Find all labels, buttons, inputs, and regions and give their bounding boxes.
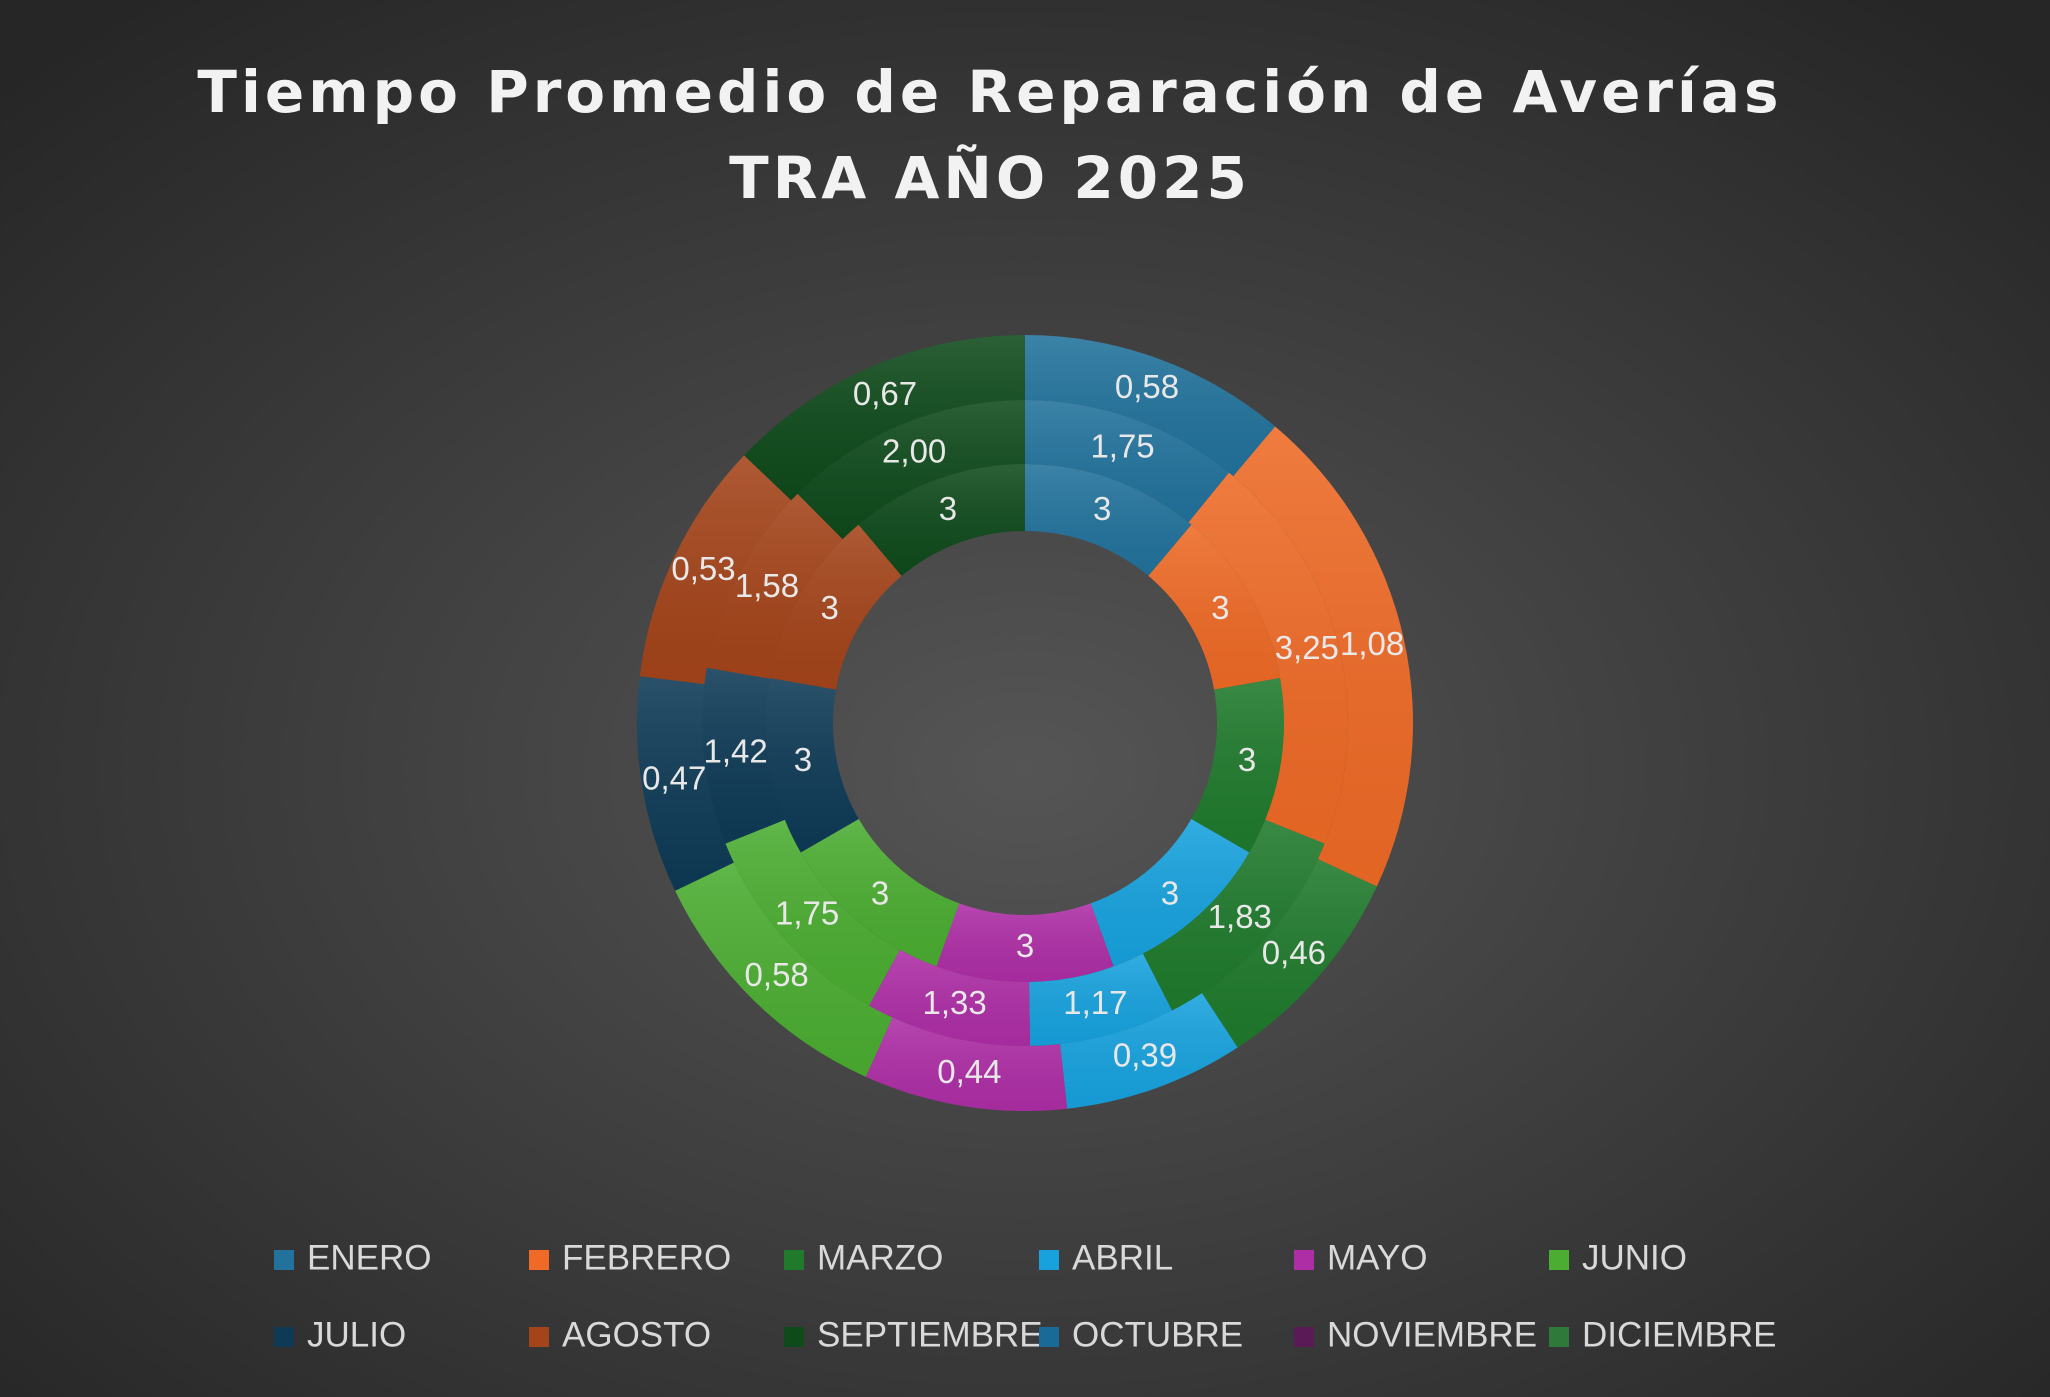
segment-shine	[701, 667, 785, 844]
legend-swatch	[1294, 1250, 1314, 1270]
data-label: 0,46	[1262, 934, 1326, 971]
segment-shine	[1025, 464, 1192, 576]
legend-swatch	[274, 1327, 294, 1347]
legend-swatch	[1549, 1250, 1569, 1270]
data-label: 3	[1238, 741, 1256, 778]
chart-subtitle: TRA AÑO 2025	[729, 143, 1251, 212]
segment-shine	[858, 464, 1025, 576]
legend-swatch	[1039, 1327, 1059, 1347]
data-label: 0,47	[642, 759, 706, 796]
legend-swatch	[784, 1250, 804, 1270]
legend-label: SEPTIEMBRE	[817, 1315, 1043, 1354]
segment-shine	[639, 455, 792, 685]
legend-swatch	[1039, 1250, 1059, 1270]
data-label: 0,44	[937, 1053, 1001, 1090]
legend-label: OCTUBRE	[1072, 1315, 1243, 1354]
legend-label: FEBRERO	[562, 1238, 731, 1277]
legend-swatch	[529, 1327, 549, 1347]
data-label: 1,75	[1090, 428, 1154, 465]
legend-label: DICIEMBRE	[1582, 1315, 1776, 1354]
segment-shine	[1233, 426, 1413, 887]
legend-label: MAYO	[1327, 1238, 1427, 1277]
segment-shine	[1188, 472, 1348, 844]
segment-shine	[675, 862, 893, 1077]
data-label: 3	[1016, 927, 1034, 964]
legend-swatch	[274, 1250, 294, 1270]
legend-label: AGOSTO	[562, 1315, 711, 1354]
legend-label: JUNIO	[1582, 1238, 1687, 1277]
legend-label: JULIO	[307, 1315, 406, 1354]
segment-shine	[1090, 819, 1250, 967]
segment-shine	[706, 493, 843, 679]
data-label: 3	[939, 490, 957, 527]
legend-label: ABRIL	[1072, 1238, 1173, 1277]
data-label: 1,17	[1063, 984, 1127, 1021]
data-label: 1,75	[775, 895, 839, 932]
segment-shine	[1029, 953, 1173, 1046]
data-label: 0,58	[745, 956, 809, 993]
data-label: 3	[1211, 589, 1229, 626]
data-label: 3	[1161, 874, 1179, 911]
data-label: 1,58	[735, 567, 799, 604]
data-label: 0,39	[1113, 1036, 1177, 1073]
data-label: 3	[871, 874, 889, 911]
data-label: 3	[794, 741, 812, 778]
segment-shine	[1060, 993, 1238, 1109]
data-label: 0,67	[853, 375, 917, 412]
data-label: 1,33	[923, 984, 987, 1021]
segment-shine	[769, 524, 902, 690]
segment-shine	[1142, 819, 1325, 1011]
segment-shine	[800, 819, 960, 967]
data-label: 3	[821, 589, 839, 626]
legend-label: NOVIEMBRE	[1327, 1315, 1537, 1354]
legend-swatch	[1549, 1327, 1569, 1347]
data-label: 1,08	[1340, 625, 1404, 662]
data-label: 2,00	[882, 433, 946, 470]
data-label: 0,53	[671, 550, 735, 587]
segment-shine	[1148, 524, 1281, 690]
legend-label: MARZO	[817, 1238, 943, 1277]
chart-title: Tiempo Promedio de Reparación de Averías	[197, 58, 1782, 126]
legend-swatch	[784, 1327, 804, 1347]
segment-shine	[1025, 335, 1276, 477]
segment-shine	[744, 335, 1025, 501]
segment-shine	[868, 949, 1031, 1046]
segment-shine	[1025, 400, 1230, 523]
segment-shine	[1202, 859, 1377, 1048]
segment-shine	[936, 903, 1114, 982]
data-label: 3	[1093, 490, 1111, 527]
segment-shine	[797, 400, 1025, 540]
segment-shine	[766, 678, 859, 853]
segment-shine	[725, 819, 900, 1006]
legend-swatch	[1294, 1327, 1314, 1347]
data-label: 1,42	[704, 732, 768, 769]
data-label: 3,25	[1275, 629, 1339, 666]
segment-shine	[865, 1017, 1068, 1111]
segment-shine	[637, 676, 734, 891]
legend-label: ENERO	[307, 1238, 431, 1277]
legend-swatch	[529, 1250, 549, 1270]
data-label: 1,83	[1208, 898, 1272, 935]
data-label: 0,58	[1115, 368, 1179, 405]
segment-shine	[1191, 678, 1284, 853]
